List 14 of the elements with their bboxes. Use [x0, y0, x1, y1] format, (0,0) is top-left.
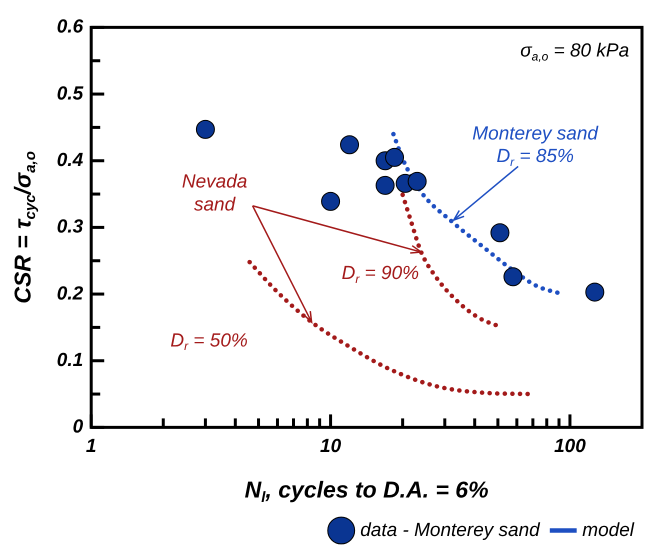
y-tick-label: 0.1	[56, 350, 84, 371]
legend-label: data - Monterey sand	[360, 520, 542, 541]
y-tick-label: 0.2	[56, 283, 84, 304]
y-axis-title: CSR = τcyc/σa,o	[9, 151, 40, 304]
y-tick-label: 0.6	[56, 16, 84, 38]
x-tick-label: 100	[554, 436, 586, 458]
y-tick-label: 0	[72, 416, 84, 438]
annotation: Nevada sand	[182, 172, 248, 216]
y-tick-label: 0.4	[56, 150, 84, 171]
x-tick-label: 10	[320, 436, 342, 458]
x-tick-label: 1	[86, 436, 96, 458]
y-tick-label: 0.3	[56, 216, 84, 238]
y-tick-label: 0.5	[56, 83, 84, 104]
legend-label: model	[582, 520, 635, 541]
